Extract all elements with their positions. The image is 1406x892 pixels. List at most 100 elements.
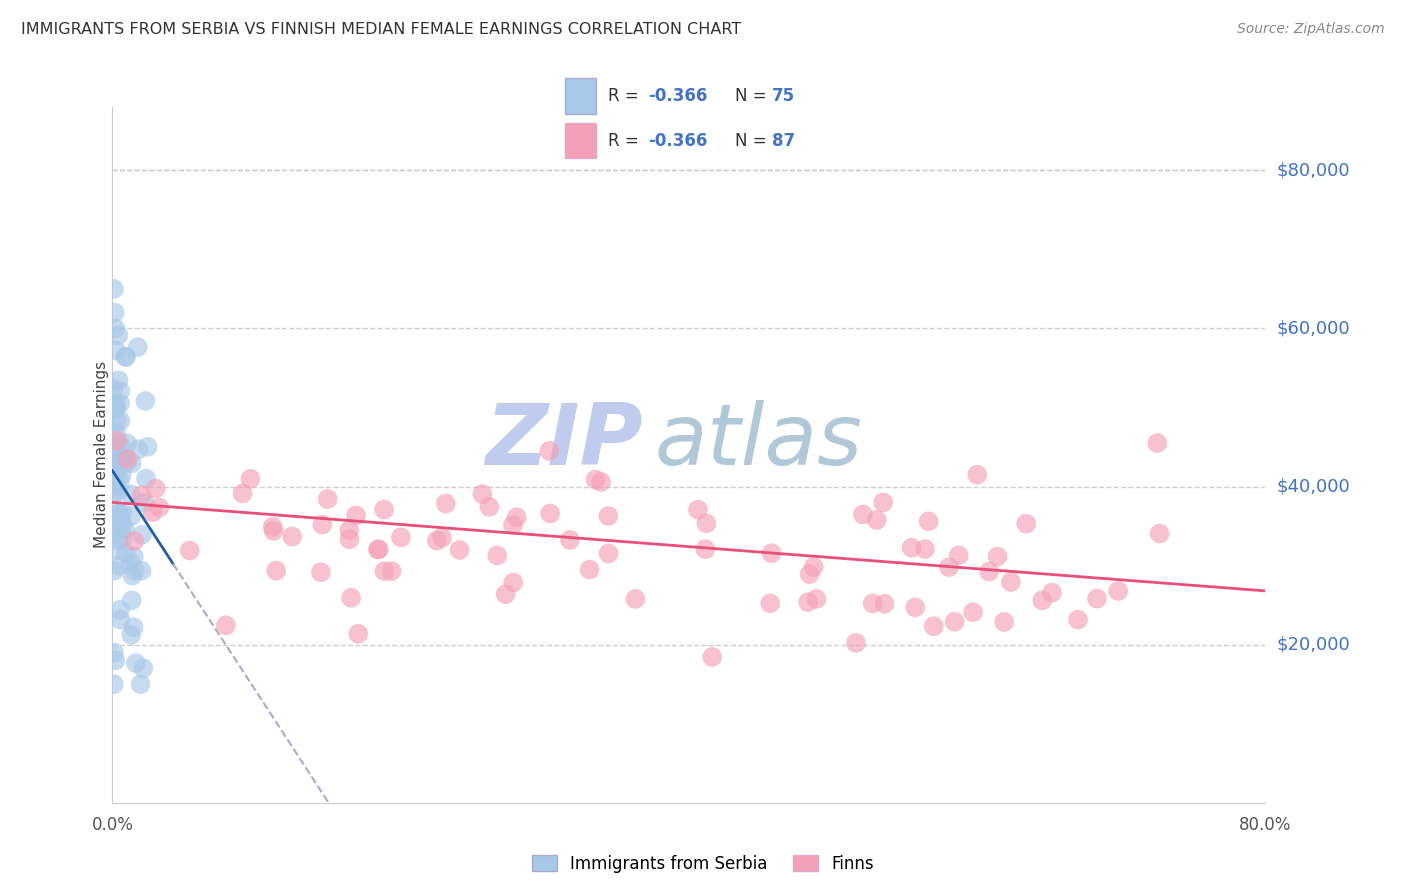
Text: N =: N = [735,87,772,104]
Text: $60,000: $60,000 [1277,319,1350,337]
Point [367,542,389,557]
Point [103,431,125,445]
Point [943,615,966,629]
Point [806,591,828,606]
Point [340,591,363,605]
Point [105,445,128,459]
Point [105,401,128,416]
Point [938,560,960,574]
Text: 75: 75 [772,87,794,104]
Point [125,656,148,670]
Point [578,563,600,577]
Point [103,677,125,691]
Point [344,508,367,523]
Point [122,533,145,548]
Point [121,456,143,470]
Point [107,328,129,343]
Point [110,523,132,537]
Point [115,436,138,450]
Text: N =: N = [735,132,772,150]
Point [538,443,561,458]
Point [380,564,402,578]
Point [105,434,128,448]
Point [121,593,143,607]
Point [132,661,155,675]
Y-axis label: Median Female Earnings: Median Female Earnings [94,361,108,549]
Point [761,546,783,560]
Point [104,343,127,358]
Point [115,547,138,561]
Point [103,282,125,296]
Point [112,451,135,466]
Point [373,564,395,578]
Point [922,619,945,633]
Point [114,522,136,536]
Point [502,575,524,590]
Point [131,564,153,578]
Point [117,452,139,467]
Point [862,596,884,610]
Point [107,533,129,548]
Point [120,556,142,570]
Point [1067,613,1090,627]
Point [103,564,125,578]
Point [471,487,494,501]
Point [1000,575,1022,590]
Point [866,513,889,527]
FancyBboxPatch shape [565,78,596,113]
Point [134,393,156,408]
Point [108,475,131,489]
Point [966,467,988,482]
Point [337,523,360,537]
Text: IMMIGRANTS FROM SERBIA VS FINNISH MEDIAN FEMALE EARNINGS CORRELATION CHART: IMMIGRANTS FROM SERBIA VS FINNISH MEDIAN… [21,22,741,37]
Point [979,565,1001,579]
Legend: Immigrants from Serbia, Finns: Immigrants from Serbia, Finns [526,848,880,880]
Point [108,438,131,452]
Point [135,471,157,485]
Point [231,486,253,500]
Point [367,542,389,557]
Point [389,530,412,544]
Point [107,543,129,558]
Point [1085,591,1108,606]
Point [104,321,127,335]
Point [281,529,304,543]
Point [914,541,936,556]
Text: R =: R = [607,87,644,104]
Point [598,508,620,523]
Point [110,384,132,399]
Point [624,591,647,606]
Point [104,397,127,411]
Point [134,496,156,510]
Point [108,507,131,521]
Point [103,524,125,539]
Point [538,507,561,521]
Point [108,558,131,573]
Point [107,452,129,467]
Point [585,473,607,487]
Point [993,615,1015,629]
Point [759,596,782,610]
Point [103,457,125,471]
Point [122,620,145,634]
FancyBboxPatch shape [565,123,596,159]
Point [495,587,517,601]
Point [434,497,457,511]
Point [873,597,896,611]
Point [108,513,131,527]
Point [215,618,238,632]
Point [311,517,333,532]
Point [1031,593,1053,607]
Point [262,519,284,533]
Point [1040,585,1063,599]
Point [105,398,128,412]
Point [124,564,146,578]
Point [103,487,125,501]
Point [449,543,471,558]
Point [430,531,453,545]
Point [917,514,939,528]
Point [239,472,262,486]
Text: Source: ZipAtlas.com: Source: ZipAtlas.com [1237,22,1385,37]
Point [115,350,138,364]
Text: $80,000: $80,000 [1277,161,1350,179]
